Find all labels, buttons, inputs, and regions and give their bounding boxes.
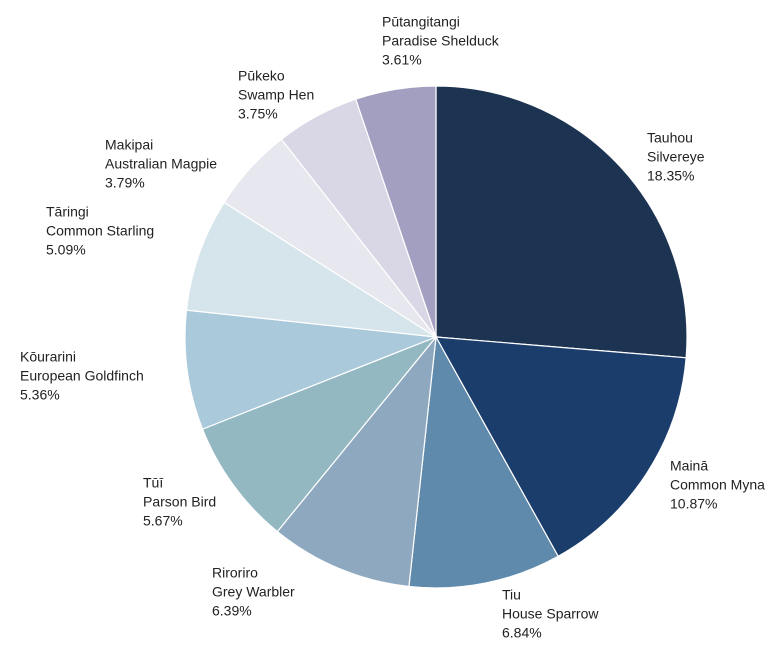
slice-label-value: 6.84% [502,624,542,640]
slice-label-name: Pūtangitangi [382,13,460,29]
slice-label-value: 5.36% [20,386,60,402]
slice-label-value: 18.35% [647,167,694,183]
slice-label-value: 3.79% [105,174,145,190]
slice-label-name: Kōurarini [20,348,76,364]
slice-label-name: Makipai [105,136,153,152]
slice-label-value: 3.61% [382,51,422,67]
slice-label-english: Grey Warbler [212,583,295,599]
pie-slice [435,85,688,359]
slice-label-value: 6.39% [212,602,252,618]
slice-label-value: 10.87% [670,495,717,511]
slice-label-value: 3.75% [238,105,278,121]
slice-label-english: European Goldfinch [20,367,144,383]
pie-slice [185,201,437,338]
slice-label-name: Tiu [502,586,521,602]
slice-label-english: Common Myna [670,476,765,492]
pie-slice [355,85,437,338]
slice-label-name: Tūī [143,474,163,490]
slice-label-name: Pūkeko [238,67,285,83]
pie-slice [408,335,559,589]
slice-label-name: Riroriro [212,564,258,580]
pie-slice [201,335,438,533]
pie-slice [434,336,687,558]
slice-label-english: Parson Bird [143,493,216,509]
pie-slice [184,309,437,430]
slice-label-english: Silvereye [647,148,705,164]
slice-label-english: House Sparrow [502,605,599,621]
slice-label-english: Common Starling [46,222,154,238]
slice-label-english: Swamp Hen [238,86,314,102]
pie-slice [276,335,437,588]
slice-label-value: 5.67% [143,512,183,528]
slice-label-name: Tāringi [46,203,89,219]
slice-label-english: Australian Magpie [105,155,217,171]
slice-label-name: Tauhou [647,129,693,145]
slice-label-name: Mainā [670,457,708,473]
slice-label-english: Paradise Shelduck [382,32,500,48]
slice-label-value: 5.09% [46,241,86,257]
